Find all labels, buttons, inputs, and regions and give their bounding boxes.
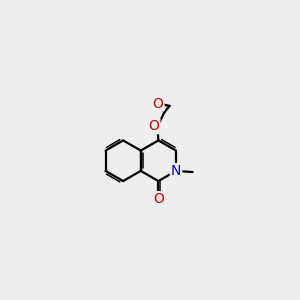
Text: N: N (171, 164, 181, 178)
Text: O: O (148, 119, 159, 133)
Text: O: O (153, 192, 164, 206)
Text: O: O (153, 97, 164, 111)
